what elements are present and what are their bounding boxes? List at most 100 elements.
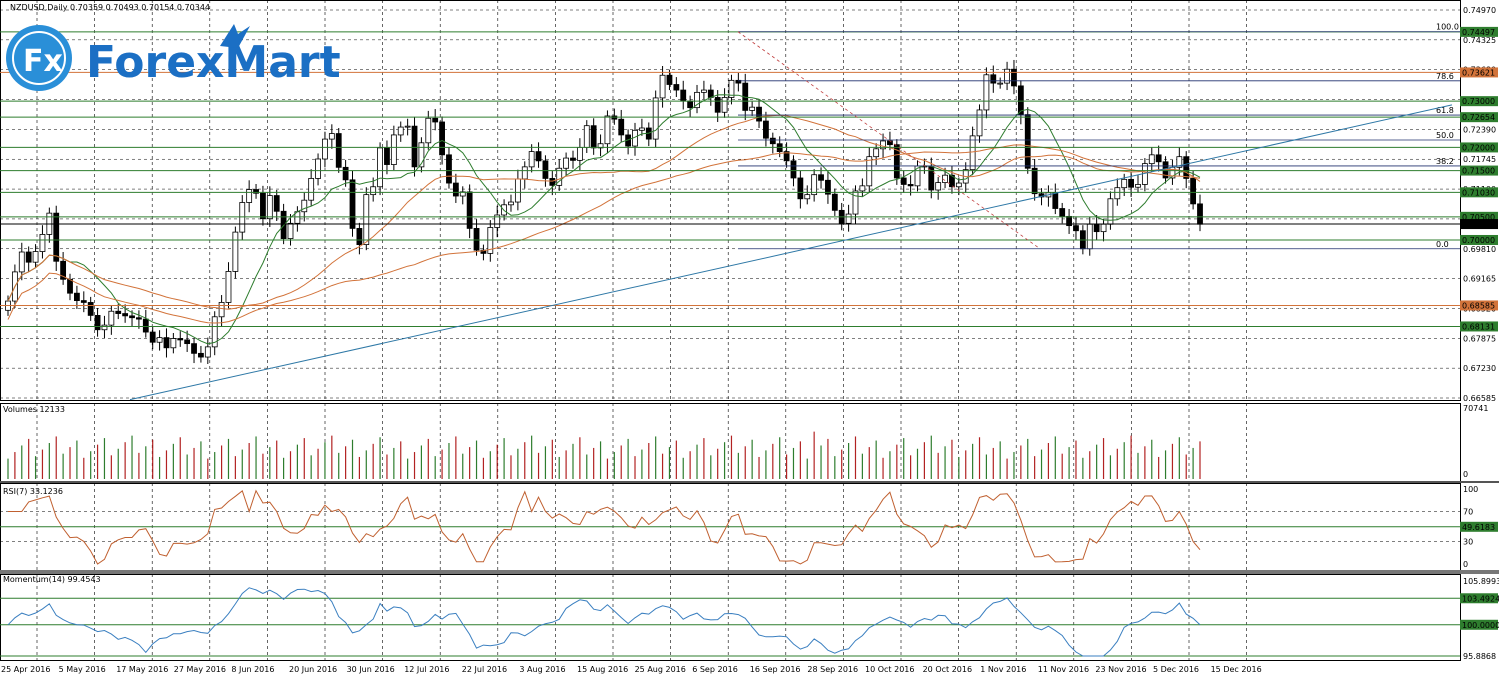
candle-body: [191, 343, 197, 354]
momentum-level-label: 103.4924: [1462, 594, 1499, 603]
candle-body: [976, 109, 983, 137]
candle-body: [1197, 203, 1203, 225]
candle-body: [514, 178, 521, 203]
candle-body: [590, 125, 597, 149]
candle-body: [115, 310, 122, 314]
momentum-label-bg: [1460, 619, 1498, 630]
date-axis: 25 Apr 2016 5 May 2016 17 May 2016 27 May 2…: [1, 665, 1262, 674]
price-tick-label: 0.74970: [1463, 6, 1496, 15]
candle-body: [322, 138, 328, 160]
level-label: 0.70000: [1462, 236, 1495, 245]
candle-body: [845, 213, 852, 224]
candle-body: [432, 117, 439, 123]
momentum-panel[interactable]: 105.8993 95.8868 103.4924 100.0000: [0, 577, 1499, 661]
rsi-panel[interactable]: 100 70 30 0 49.6183: [0, 485, 1498, 569]
panel-divider: [0, 570, 1499, 574]
fib-diagonal: [737, 31, 1041, 250]
ma-fast-line: [7, 94, 1201, 345]
candle-body: [907, 184, 914, 187]
date-tick-label: 1 Nov 2016: [980, 665, 1026, 674]
date-tick-label: 16 Sep 2016: [750, 665, 801, 674]
candle-body: [211, 316, 218, 348]
candle-body: [935, 182, 942, 191]
price-tick-label: 0.67875: [1463, 334, 1496, 343]
price-tick-label: 0.67230: [1463, 364, 1496, 373]
date-tick-label: 12 Jul 2016: [404, 665, 449, 674]
level-label-bg: [1460, 67, 1498, 78]
candle-body: [652, 97, 659, 140]
candle-body: [659, 74, 666, 99]
candle-body: [1128, 178, 1134, 188]
rsi-tick-label: 30: [1463, 538, 1473, 547]
volume-title: Volumes 12133: [3, 405, 65, 414]
level-label-bg: [1460, 219, 1498, 230]
candle-body: [1190, 178, 1197, 205]
candle-body: [680, 89, 687, 102]
candle-body: [218, 302, 225, 318]
grid: [0, 0, 1499, 661]
date-tick-label: 6 Sep 2016: [692, 665, 738, 674]
logo-fx: Fx: [23, 44, 63, 79]
candle-body: [969, 135, 976, 171]
candle-body: [87, 302, 94, 316]
candle-body: [714, 97, 721, 113]
candle-body: [1059, 208, 1066, 217]
momentum-level-label: 100.0000: [1462, 621, 1499, 630]
date-tick-label: 5 Dec 2016: [1153, 665, 1199, 674]
candle-body: [156, 337, 163, 343]
candle-body: [1011, 68, 1017, 87]
volume-tick-label: 0: [1463, 470, 1468, 479]
panel-divider: [0, 481, 1499, 483]
candle-body: [418, 142, 425, 168]
level-label-bg: [1460, 234, 1498, 245]
candle-body: [108, 310, 115, 326]
fib-label: 50.0: [1436, 131, 1454, 140]
candle-body: [1148, 154, 1155, 165]
price-panel[interactable]: 100.0 78.6 61.8 50.0 38.2 0.0: [0, 23, 1460, 401]
fib-label: 100.0: [1436, 23, 1459, 32]
candle-body: [728, 79, 735, 98]
panel-frame: [0, 403, 1461, 482]
price-tick-label: 0.72390: [1463, 125, 1496, 134]
level-label: 0.70500: [1462, 213, 1495, 222]
candle-body: [94, 315, 101, 331]
candle-body: [1100, 223, 1107, 233]
candle-body: [122, 313, 129, 317]
candle-body: [859, 185, 866, 192]
candle-body: [170, 338, 177, 349]
candle-body: [825, 179, 831, 195]
date-tick-label: 11 Nov 2016: [1038, 665, 1089, 674]
candle-body: [149, 331, 156, 343]
candle-body: [831, 193, 838, 211]
price-tick-label: 0.66585: [1463, 394, 1496, 403]
candle-body: [604, 115, 611, 145]
candle-body: [797, 177, 804, 200]
volume-tick-label: 70741: [1463, 404, 1488, 413]
forexmart-logo: Fx ForexMart: [6, 24, 341, 91]
candle-body: [783, 151, 790, 162]
date-tick-label: 25 Aug 2016: [635, 665, 686, 674]
rsi-title: RSI(7) 33.1236: [3, 487, 63, 496]
candle-body: [1135, 184, 1141, 188]
price-tick-label: 0.71745: [1463, 155, 1496, 164]
candle-body: [25, 251, 32, 263]
candle-body: [74, 292, 80, 301]
logo-wordmark: ForexMart: [86, 37, 341, 88]
candle-body: [370, 186, 377, 196]
candle-body: [335, 133, 342, 168]
candle-body: [425, 117, 432, 144]
candle-body: [452, 182, 459, 197]
candle-body: [893, 144, 900, 179]
candle-body: [260, 192, 266, 220]
candle-body: [955, 182, 962, 188]
date-tick-label: 25 Apr 2016: [1, 665, 50, 674]
rsi-tick-label: 100: [1463, 485, 1478, 494]
date-tick-label: 20 Jun 2016: [289, 665, 337, 674]
candle-body: [1024, 114, 1031, 169]
candle-body: [1017, 85, 1024, 115]
volume-panel[interactable]: 70741 0: [7, 404, 1488, 479]
level-label: 0.73000: [1462, 97, 1495, 106]
candle-body: [1093, 223, 1100, 233]
candle-body: [32, 251, 39, 263]
candle-body: [508, 201, 514, 206]
